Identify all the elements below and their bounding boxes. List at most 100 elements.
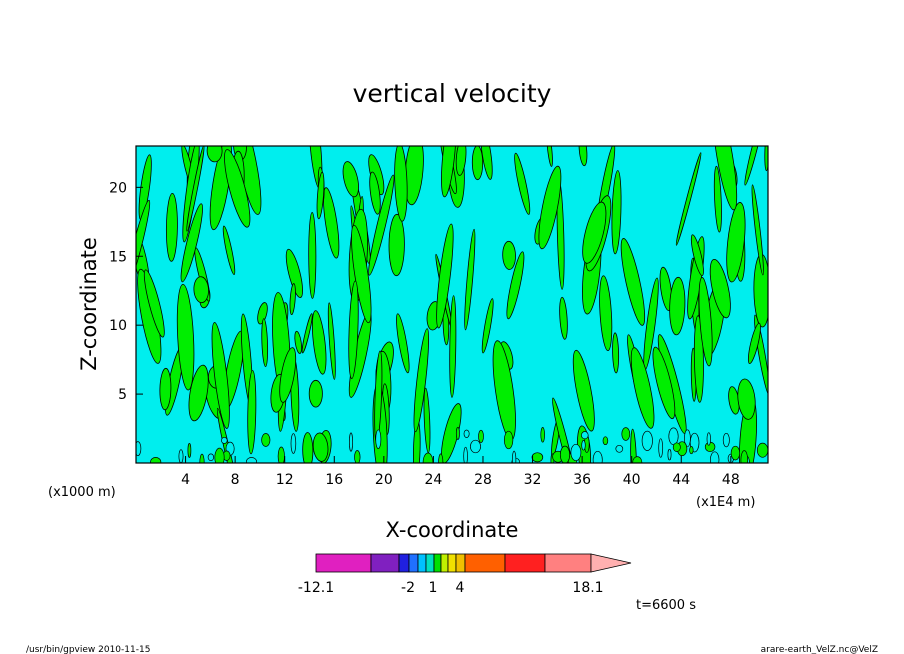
contour-blob xyxy=(669,276,686,336)
contour-blob xyxy=(257,302,268,325)
contour-blob xyxy=(396,313,410,374)
contour-blob xyxy=(186,146,205,232)
contour-blob xyxy=(641,430,653,451)
colorbar-segment xyxy=(464,553,506,573)
contour-blob xyxy=(214,447,225,463)
colorbar xyxy=(315,553,632,573)
contour-blob xyxy=(559,445,571,463)
contour-blob xyxy=(289,283,296,316)
contour-blob xyxy=(612,332,620,374)
y-axis-title: Z-coordinate xyxy=(77,237,101,371)
contour-blob xyxy=(348,280,359,379)
x-tick-label: 44 xyxy=(672,472,690,488)
contour-blob xyxy=(756,442,768,458)
contour-blob xyxy=(455,146,467,176)
contour-blob xyxy=(413,328,430,433)
colorbar-tick-label: 1 xyxy=(429,580,438,596)
contour-blob xyxy=(713,165,722,233)
contour-blob xyxy=(481,298,494,354)
colorbar-segment xyxy=(425,553,435,573)
contour-blob xyxy=(726,202,746,283)
contour-blob xyxy=(316,171,325,220)
contour-blob xyxy=(327,302,336,380)
contour-blob xyxy=(511,450,517,463)
contour-blob xyxy=(388,213,405,277)
contour-blob xyxy=(611,170,622,255)
contour-blob xyxy=(279,347,297,403)
contour-blob xyxy=(478,429,484,443)
colorbar-segment xyxy=(504,553,546,573)
contour-blob xyxy=(689,446,694,455)
contour-blob xyxy=(502,240,516,270)
contour-blob xyxy=(538,165,562,250)
colorbar-tick-label: -2 xyxy=(401,580,415,596)
contour-blob xyxy=(737,378,756,420)
contour-blob xyxy=(178,449,184,463)
contour-blob xyxy=(246,457,257,463)
contour-blob xyxy=(463,446,468,463)
contour-blob xyxy=(698,277,713,367)
x-tick-label: 12 xyxy=(276,472,294,488)
contour-blob xyxy=(311,310,327,375)
colorbar-segment xyxy=(370,553,400,573)
colorbar-tick-label: -12.1 xyxy=(298,580,334,596)
contour-blob xyxy=(375,429,382,449)
contour-blob xyxy=(706,432,711,446)
contour-blob xyxy=(592,450,603,463)
contour-blob xyxy=(301,313,313,354)
colorbar-tick-labels: -12.1 -2 1 4 18.1 xyxy=(298,580,604,596)
contour-blob xyxy=(764,146,768,172)
contour-blob xyxy=(150,457,162,463)
contour-blob xyxy=(323,187,340,259)
contour-blob xyxy=(578,146,588,167)
colorbar-segment xyxy=(417,553,427,573)
x-axis-title: X-coordinate xyxy=(386,518,519,542)
x-tick-label: 36 xyxy=(573,472,591,488)
contour-blob xyxy=(540,427,545,443)
contour-blob xyxy=(285,248,303,298)
contour-blob xyxy=(247,370,257,455)
contour-blob xyxy=(368,174,395,276)
contour-blob xyxy=(602,436,609,446)
x-tick-label: 32 xyxy=(524,472,542,488)
contour-blob xyxy=(188,364,209,422)
contour-blob xyxy=(675,152,702,246)
contour-blob xyxy=(740,450,749,463)
contour-blob xyxy=(503,430,514,450)
contour-blob xyxy=(546,146,553,167)
contour-blob xyxy=(747,322,761,365)
contour-blob xyxy=(470,439,481,454)
contour-blob xyxy=(744,146,766,186)
contour-blob xyxy=(668,427,679,446)
contour-blob xyxy=(136,199,151,293)
contour-blob xyxy=(659,266,673,312)
contour-blob xyxy=(193,276,209,304)
contour-blob xyxy=(449,295,457,398)
contour-blob xyxy=(710,451,720,463)
contour-blob xyxy=(621,427,631,441)
velocity-field xyxy=(136,146,768,463)
contour-blob xyxy=(308,212,317,299)
contour-blob xyxy=(136,441,142,456)
contour-blob xyxy=(582,201,607,264)
contour-blob xyxy=(224,149,251,228)
y-unit-label: (x1000 m) xyxy=(48,485,116,500)
contour-blob xyxy=(684,429,691,448)
contour-blob xyxy=(630,347,655,429)
contour-blob xyxy=(176,283,195,391)
colorbar-arrow xyxy=(590,553,632,573)
plot-frame xyxy=(135,145,769,464)
colorbar-segment xyxy=(408,553,419,573)
contour-blob xyxy=(658,438,664,458)
footer-left: /usr/bin/gpview 2010-11-15 xyxy=(26,645,150,654)
contour-blob xyxy=(206,146,223,163)
contour-blob xyxy=(712,146,738,211)
colorbar-segment xyxy=(315,553,372,573)
contour-blob xyxy=(751,184,764,276)
contour-blob xyxy=(572,349,595,432)
contour-blob xyxy=(436,223,454,329)
contour-blob xyxy=(514,152,531,215)
contour-blob xyxy=(261,318,269,367)
x-tick-label: 24 xyxy=(424,472,442,488)
